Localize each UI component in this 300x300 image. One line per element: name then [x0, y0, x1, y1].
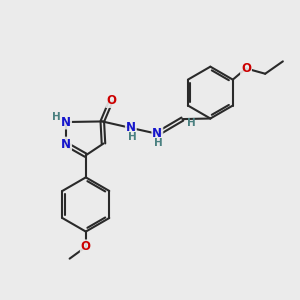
Text: O: O — [241, 62, 251, 75]
Text: O: O — [106, 94, 116, 107]
Text: H: H — [128, 132, 137, 142]
Text: N: N — [61, 138, 71, 151]
Text: H: H — [52, 112, 61, 122]
Text: H: H — [154, 138, 163, 148]
Text: N: N — [61, 116, 71, 128]
Text: N: N — [126, 122, 136, 134]
Text: N: N — [152, 127, 162, 140]
Text: H: H — [188, 118, 196, 128]
Text: O: O — [81, 240, 91, 254]
